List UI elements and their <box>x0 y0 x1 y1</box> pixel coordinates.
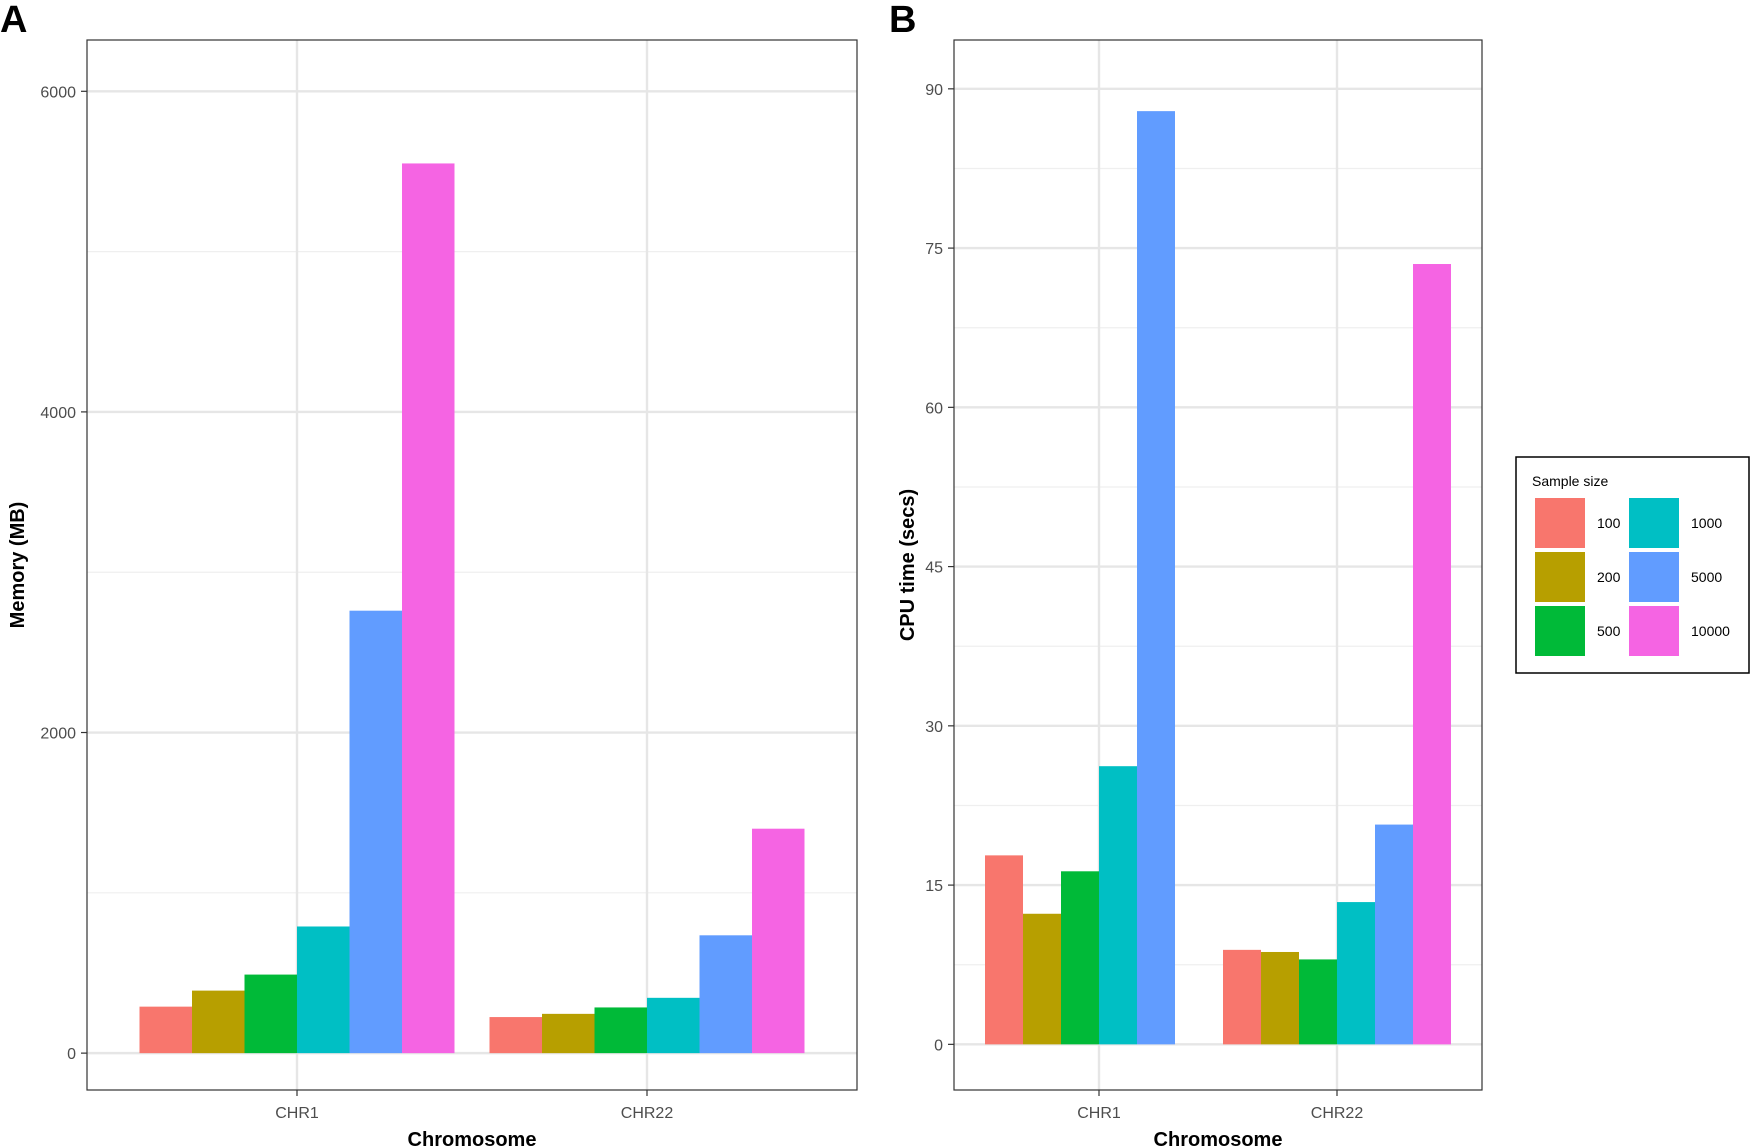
bar-chr22-5000 <box>699 935 752 1054</box>
bar-chr22-5000 <box>1375 824 1413 1045</box>
bar-chr1-1000 <box>1099 766 1137 1045</box>
panel-b-cpu-time: B 0 15 30 45 60 75 90 CHR1 CHR22 CPU time (secs… <box>889 0 1483 1148</box>
panel-label-b: B <box>889 0 916 41</box>
bar-chr22-500 <box>1299 959 1337 1045</box>
legend-items: 100 200 500 1000 5000 10000 <box>1535 498 1730 656</box>
panel-a-memory: A 0 2000 4000 6000 CHR1 CHR22 Memory (MB) Ch… <box>0 0 858 1148</box>
bars-b <box>985 111 1451 1045</box>
legend-label-10000: 10000 <box>1691 623 1730 639</box>
panel-label-a: A <box>0 0 27 41</box>
bar-chr1-5000 <box>1137 111 1175 1045</box>
legend-swatch-10000 <box>1629 606 1679 656</box>
bar-chr22-1000 <box>1337 902 1375 1045</box>
legend-label-5000: 5000 <box>1691 569 1722 585</box>
bar-chr22-100 <box>489 1017 542 1054</box>
legend-swatch-5000 <box>1629 552 1679 602</box>
bar-chr1-1000 <box>297 926 350 1054</box>
y-tick-label: 30 <box>925 719 943 736</box>
bar-chr1-100 <box>139 1006 192 1054</box>
x-tick-label: CHR1 <box>1077 1105 1121 1122</box>
y-tick-label: 90 <box>925 82 943 99</box>
legend-swatch-1000 <box>1629 498 1679 548</box>
gridlines-a <box>87 40 857 1090</box>
plot-border-b <box>953 39 1483 1091</box>
bar-chr1-500 <box>244 974 297 1054</box>
y-tick-label: 0 <box>67 1046 76 1063</box>
y-tick-label: 45 <box>925 560 943 577</box>
y-tick-label: 75 <box>925 241 943 258</box>
plot-area-a <box>86 39 858 1091</box>
x-axis-b: CHR1 CHR22 <box>1077 1090 1363 1122</box>
bar-chr1-500 <box>1061 871 1099 1045</box>
legend-label-200: 200 <box>1597 569 1621 585</box>
x-tick-label: CHR22 <box>1311 1105 1364 1122</box>
legend-swatch-500 <box>1535 606 1585 656</box>
legend-label-1000: 1000 <box>1691 515 1722 531</box>
legend-label-100: 100 <box>1597 515 1621 531</box>
x-axis-a: CHR1 CHR22 <box>275 1090 673 1122</box>
legend-swatch-100 <box>1535 498 1585 548</box>
x-tick-label: CHR1 <box>275 1105 319 1122</box>
bar-chr1-200 <box>192 990 245 1054</box>
y-tick-label: 15 <box>925 878 943 895</box>
legend: Sample size 100 200 500 1000 5000 10000 <box>1515 456 1750 674</box>
bars-a <box>139 163 805 1054</box>
bar-chr1-10000 <box>402 163 455 1054</box>
bar-chr22-200 <box>542 1013 595 1054</box>
legend-label-500: 500 <box>1597 623 1621 639</box>
bar-chr22-500 <box>594 1007 647 1054</box>
y-axis-title-a: Memory (MB) <box>7 502 29 629</box>
bar-chr22-10000 <box>752 828 805 1054</box>
y-axis-title-b: CPU time (secs) <box>897 489 919 641</box>
bar-chr22-200 <box>1261 951 1299 1045</box>
y-tick-label: 6000 <box>40 84 76 101</box>
bar-chr1-5000 <box>349 610 402 1054</box>
bar-chr22-100 <box>1223 949 1261 1045</box>
y-axis-b: 0 15 30 45 60 75 90 <box>925 82 954 1054</box>
y-tick-label: 60 <box>925 400 943 417</box>
x-tick-label: CHR22 <box>621 1105 674 1122</box>
y-tick-label: 2000 <box>40 726 76 743</box>
y-axis-a: 0 2000 4000 6000 <box>40 84 87 1063</box>
plot-border-a <box>86 39 858 1091</box>
x-axis-title-a: Chromosome <box>408 1129 537 1148</box>
bar-chr1-100 <box>985 855 1023 1045</box>
bar-chr22-10000 <box>1413 264 1451 1045</box>
plot-background-a <box>87 40 857 1090</box>
x-axis-title-b: Chromosome <box>1154 1129 1283 1148</box>
legend-title: Sample size <box>1532 473 1608 489</box>
y-tick-label: 4000 <box>40 405 76 422</box>
legend-swatch-200 <box>1535 552 1585 602</box>
y-tick-label: 0 <box>934 1037 943 1054</box>
bar-chr1-200 <box>1023 913 1061 1045</box>
bar-chr22-1000 <box>647 997 700 1054</box>
plot-area-b <box>953 39 1483 1091</box>
